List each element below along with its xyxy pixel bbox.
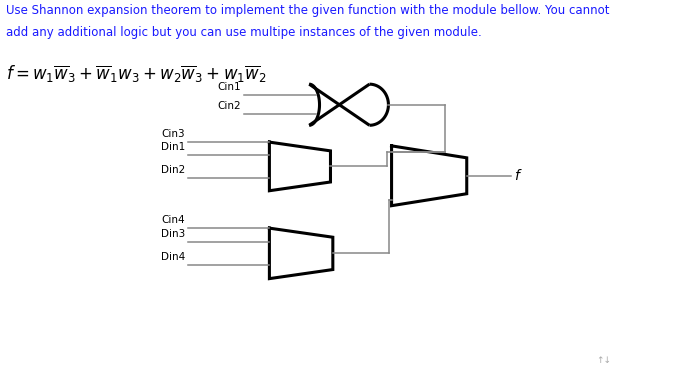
Text: Din2: Din2 bbox=[161, 165, 185, 175]
Text: $f$: $f$ bbox=[514, 168, 523, 183]
Text: Din1: Din1 bbox=[161, 142, 185, 152]
Text: ↑↓: ↑↓ bbox=[596, 356, 611, 365]
Text: Cin1: Cin1 bbox=[218, 83, 242, 92]
Text: Cin3: Cin3 bbox=[161, 129, 185, 139]
Text: Use Shannon expansion theorem to implement the given function with the module be: Use Shannon expansion theorem to impleme… bbox=[6, 4, 610, 17]
Text: Cin2: Cin2 bbox=[218, 101, 242, 111]
Text: Din4: Din4 bbox=[161, 252, 185, 262]
Text: $f = w_1\overline{w}_3 + \overline{w}_1w_3 + w_2\overline{w}_3 + w_1\overline{w}: $f = w_1\overline{w}_3 + \overline{w}_1w… bbox=[6, 64, 267, 85]
Text: Cin4: Cin4 bbox=[161, 215, 185, 225]
Text: Din3: Din3 bbox=[161, 229, 185, 239]
Text: add any additional logic but you can use multipe instances of the given module.: add any additional logic but you can use… bbox=[6, 26, 482, 39]
